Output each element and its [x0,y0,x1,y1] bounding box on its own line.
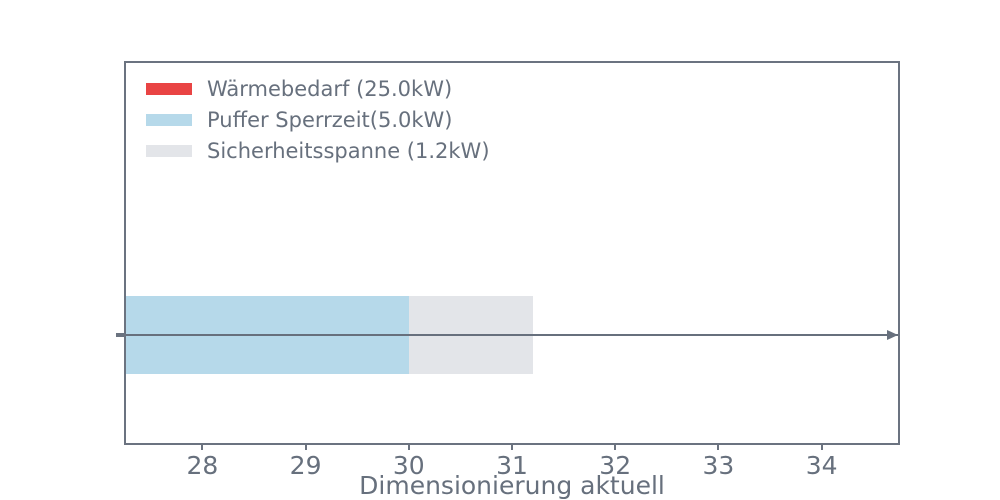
x-tick-mark [717,445,720,450]
legend-item-puffer-sperrzeit: Puffer Sperrzeit(5.0kW) [146,104,490,135]
legend-swatch-blue-icon [146,113,192,126]
legend-label: Puffer Sperrzeit(5.0kW) [207,107,453,132]
plot-area: 28 29 30 31 32 33 34 Wärmebedarf (25.0kW) Puff… [116,61,900,479]
x-tick-mark [820,445,823,450]
x-tick-label: 29 [289,451,322,480]
plot-inner: 28 29 30 31 32 33 34 Wärmebedarf (25.0kW) Puff… [116,63,898,479]
y-axis-tick [116,333,124,338]
x-tick-mark [407,445,410,450]
x-tick-label: 34 [805,451,838,480]
legend: Wärmebedarf (25.0kW) Puffer Sperrzeit(5.… [146,73,490,166]
legend-item-sicherheitsspanne: Sicherheitsspanne (1.2kW) [146,135,490,166]
legend-item-waermebedarf: Wärmebedarf (25.0kW) [146,73,490,104]
x-tick-label: 30 [392,451,425,480]
arrow-right-icon [887,330,898,341]
x-tick-label: 28 [186,451,219,480]
legend-label: Sicherheitsspanne (1.2kW) [207,138,490,163]
dimension-arrow-line [126,334,898,337]
x-tick-label: 32 [599,451,632,480]
x-tick-mark [511,445,513,450]
x-tick-label: 33 [702,451,735,480]
legend-swatch-red-icon [146,82,192,95]
x-tick-mark [201,445,204,450]
x-tick-mark [304,445,307,450]
x-tick-mark [614,445,617,450]
legend-swatch-gray-icon [146,144,192,157]
x-axis-label: Dimensionierung aktuell [359,471,665,500]
legend-label: Wärmebedarf (25.0kW) [207,76,453,101]
x-tick-label: 31 [496,451,528,480]
